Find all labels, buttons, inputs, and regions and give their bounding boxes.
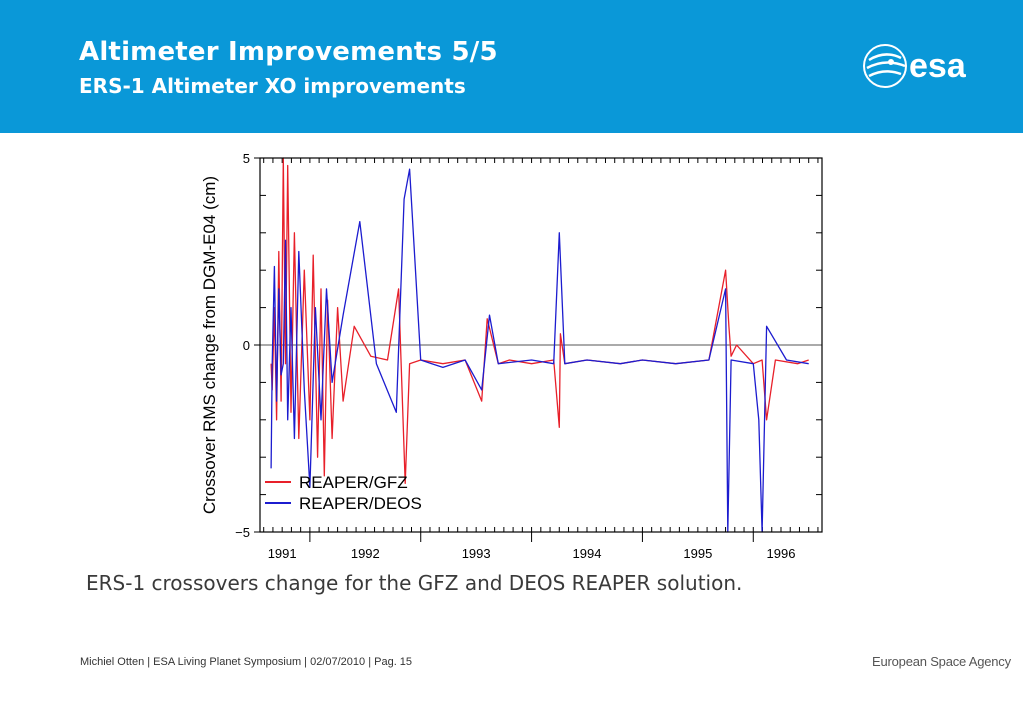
x-tick-label: 1991 — [268, 546, 297, 561]
x-tick-label: 1994 — [573, 546, 602, 561]
y-axis-label: Crossover RMS change from DGM-E04 (cm) — [200, 176, 219, 514]
logo-text: esa — [909, 47, 967, 85]
x-tick-label: 1996 — [767, 546, 796, 561]
y-tick-label: 0 — [243, 338, 250, 353]
y-tick-label: 5 — [243, 151, 250, 166]
header-bar: Altimeter Improvements 5/5 ERS-1 Altimet… — [0, 0, 1023, 133]
footer-credit: Michiel Otten | ESA Living Planet Sympos… — [80, 656, 413, 668]
x-tick-label: 1993 — [462, 546, 491, 561]
slide-caption: ERS-1 crossovers change for the GFZ and … — [86, 571, 743, 595]
legend-label: REAPER/DEOS — [299, 494, 422, 513]
esa-logo: esa — [863, 44, 967, 88]
slide-title: Altimeter Improvements 5/5 — [79, 37, 498, 67]
y-tick-label: −5 — [235, 525, 250, 540]
logo-globe-icon — [863, 44, 907, 88]
chart-container: 5 0 −5 1991 1992 1993 1994 1995 1996 Crossover RM… — [195, 145, 835, 565]
slide-subtitle: ERS-1 Altimeter XO improvements — [79, 74, 466, 98]
series-line-gfz — [270, 157, 809, 485]
crossover-chart: 5 0 −5 1991 1992 1993 1994 1995 1996 Crossover RM… — [200, 151, 823, 561]
footer-agency: European Space Agency — [872, 654, 1011, 669]
legend-label: REAPER/GFZ — [299, 473, 408, 492]
series-line-deos — [270, 168, 809, 533]
x-tick-label: 1995 — [683, 546, 712, 561]
x-tick-label: 1992 — [351, 546, 380, 561]
